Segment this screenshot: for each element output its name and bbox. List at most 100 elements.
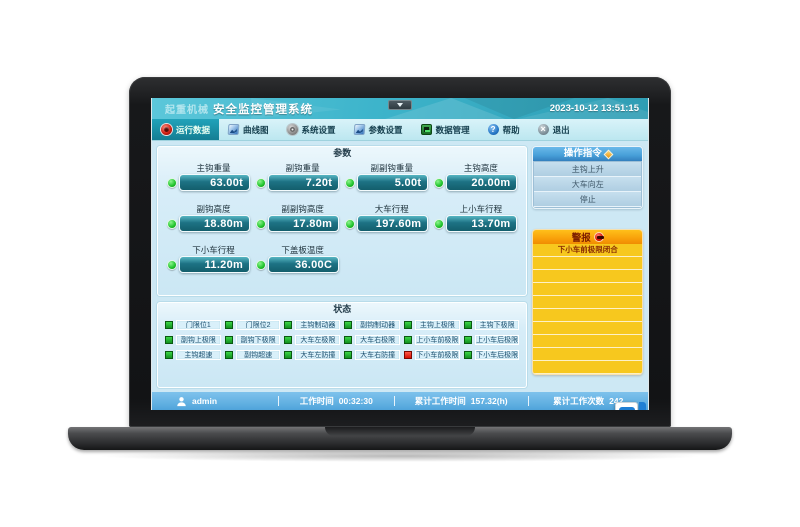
status-led-icon xyxy=(165,321,173,329)
app-header: 起重机械 安全监控管理系统 2023-10-12 13:51:15 xyxy=(152,98,648,119)
status-item: 副钩上极限 xyxy=(165,334,221,346)
menu-item[interactable]: 运行数据 xyxy=(152,119,220,140)
status-led-icon xyxy=(434,218,445,229)
status-item: 门限位2 xyxy=(224,319,281,331)
status-led-icon xyxy=(167,177,177,188)
menu-bar: 运行数据 曲线图 系统设置 参数设置 xyxy=(152,119,648,141)
alarm-entry: 下小车前极限闭合 xyxy=(557,245,618,254)
parameter-cell: 下小车行程 11.20m xyxy=(167,244,251,278)
status-led-icon xyxy=(256,259,267,270)
status-led-icon xyxy=(165,351,173,359)
parameter-label: 副副钩高度 xyxy=(281,204,324,214)
status-label: 副钩上极限 xyxy=(176,335,221,345)
input-helper-button[interactable] xyxy=(615,402,638,410)
cumulative-count-value: 242 xyxy=(609,396,624,406)
status-label: 下小车前极限 xyxy=(414,350,460,360)
operation-command[interactable]: 主钩上升 xyxy=(534,162,641,177)
status-led-icon xyxy=(256,177,267,188)
status-item: 主钩下极限 xyxy=(463,319,520,331)
menu-item[interactable]: 帮助 xyxy=(479,119,529,140)
operation-panel-title: 操作指令 xyxy=(563,148,602,159)
status-label: 主钩上极限 xyxy=(414,320,460,330)
work-time-value: 00:32:30 xyxy=(338,396,373,406)
operation-panel: 操作指令 主钩上升 大车向左 停止 xyxy=(532,146,643,209)
status-label: 门限位2 xyxy=(235,320,281,330)
status-led-icon xyxy=(403,336,412,344)
status-led-icon xyxy=(463,336,472,344)
cumulative-time-label: 累计工作时间 xyxy=(414,396,466,406)
app-title: 安全监控管理系统 xyxy=(213,103,313,116)
status-item: 门限位1 xyxy=(165,319,221,331)
parameter-label: 副副钩重量 xyxy=(370,163,414,173)
parameter-value: 36.00C xyxy=(268,256,340,273)
status-led-icon xyxy=(403,321,412,329)
status-led-icon xyxy=(284,321,293,329)
parameter-value: 18.80m xyxy=(179,215,251,232)
operation-panel-header: 操作指令 xyxy=(533,147,642,161)
menu-item[interactable]: 退出 xyxy=(529,119,579,140)
alarm-list: 下小车前极限闭合 xyxy=(533,244,642,374)
menu-item-label: 参数设置 xyxy=(368,124,403,135)
status-led-icon xyxy=(256,218,267,229)
exit-icon xyxy=(537,124,549,135)
chevron-down-icon xyxy=(397,103,403,107)
cumulative-time-section: 累计工作时间 157.32(h) xyxy=(395,395,528,407)
operation-command[interactable]: 停止 xyxy=(534,192,641,207)
status-label: 大车右极限 xyxy=(355,335,400,345)
parameter-label: 副钩重量 xyxy=(285,163,320,173)
status-panel: 状态 门限位1 门限位2 xyxy=(157,302,528,388)
status-item: 大车左极限 xyxy=(284,334,341,346)
menu-item-label: 曲线图 xyxy=(243,124,269,135)
status-label: 大车右防撞 xyxy=(355,350,400,360)
status-item: 大车左防撞 xyxy=(284,349,341,361)
alarm-panel-title: 警报 xyxy=(571,233,591,244)
parameter-label: 上小车行程 xyxy=(459,204,503,214)
status-panel-title: 状态 xyxy=(333,304,352,314)
parameter-value: 20.00m xyxy=(446,174,518,191)
status-led-icon xyxy=(345,177,356,188)
menu-item-label: 系统设置 xyxy=(301,124,336,135)
menu-item[interactable]: 数据管理 xyxy=(412,119,479,140)
parameter-cell: 副副钩重量 5.00t xyxy=(345,162,429,196)
parameter-value: 11.20m xyxy=(179,256,251,273)
pointer-icon xyxy=(618,407,635,410)
parameter-cell: 主钩重量 63.00t xyxy=(167,162,251,196)
menu-item[interactable]: 系统设置 xyxy=(278,119,345,140)
status-led-icon xyxy=(345,218,356,229)
work-time-label: 工作时间 xyxy=(299,396,334,406)
datetime: 2023-10-12 13:51:15 xyxy=(549,103,639,114)
parameter-value: 17.80m xyxy=(268,215,340,232)
curve-chart-icon xyxy=(227,124,240,135)
menu-item[interactable]: 曲线图 xyxy=(219,119,278,140)
alarm-icon xyxy=(593,232,604,242)
status-led-icon xyxy=(224,336,233,344)
status-item: 上小车后极限 xyxy=(463,334,520,346)
status-led-icon xyxy=(344,321,353,329)
status-label: 副钩下极限 xyxy=(235,335,281,345)
input-helper-popup xyxy=(615,402,646,410)
status-led-icon xyxy=(463,321,472,329)
help-icon xyxy=(487,124,499,135)
status-label: 大车左防撞 xyxy=(295,350,341,360)
header-dropdown-button[interactable] xyxy=(388,100,412,110)
status-label: 上小车后极限 xyxy=(474,335,520,345)
status-item: 上小车前极限 xyxy=(403,334,460,346)
menu-item-label: 运行数据 xyxy=(176,124,211,135)
status-item: 大车右极限 xyxy=(344,334,400,346)
user-icon xyxy=(177,396,186,406)
statusbar-divider xyxy=(277,396,279,406)
status-led-icon xyxy=(403,351,412,359)
alarm-panel-header: 警报 xyxy=(533,230,642,244)
status-item: 主钩超速 xyxy=(165,349,221,361)
menu-item[interactable]: 参数设置 xyxy=(345,119,412,140)
run-data-icon xyxy=(161,124,172,135)
status-led-icon xyxy=(284,351,293,359)
operation-command[interactable]: 大车向左 xyxy=(534,177,641,192)
status-label: 门限位1 xyxy=(176,320,221,330)
status-label: 上小车前极限 xyxy=(414,335,460,345)
status-item: 主钩制动器 xyxy=(284,319,341,331)
data-management-icon xyxy=(420,124,432,135)
menu-item-label: 数据管理 xyxy=(435,124,470,135)
status-led-icon xyxy=(344,336,353,344)
input-helper-handle[interactable] xyxy=(639,402,646,410)
